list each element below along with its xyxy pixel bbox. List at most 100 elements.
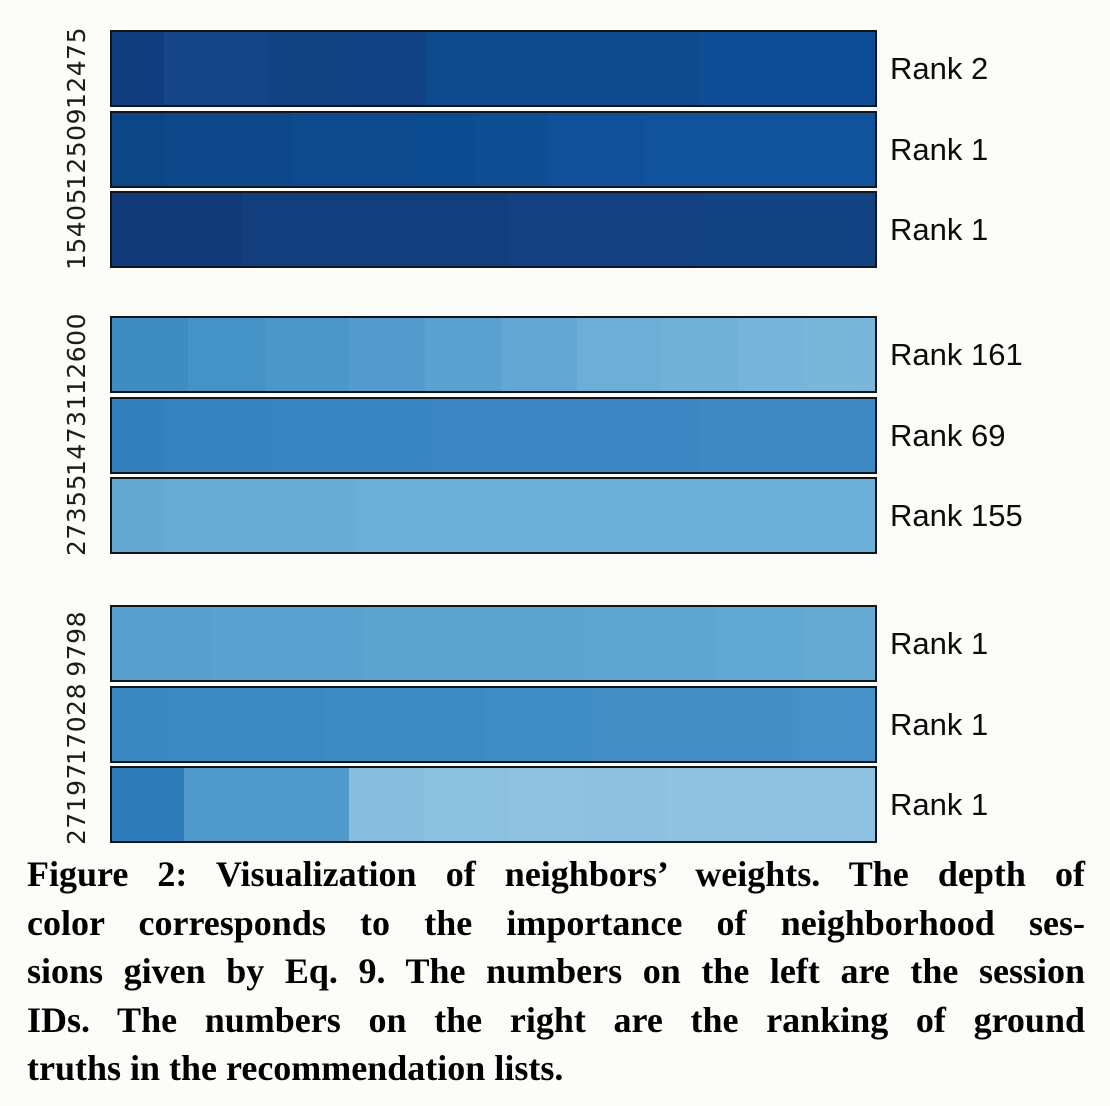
weight-segment bbox=[485, 688, 593, 761]
weight-segment bbox=[478, 113, 547, 186]
weight-segment bbox=[291, 113, 418, 186]
bar-row-9798: 9798 Rank 1 bbox=[0, 605, 1110, 682]
weight-segment bbox=[424, 768, 509, 841]
weight-segment bbox=[546, 113, 647, 186]
bar-row-27197: 27197 Rank 1 bbox=[0, 763, 1110, 846]
weight-bar bbox=[110, 605, 877, 682]
weight-segment bbox=[424, 32, 700, 105]
rank-label: Rank 1 bbox=[890, 211, 989, 247]
weight-segment bbox=[264, 318, 349, 391]
weight-segment bbox=[112, 607, 212, 680]
session-id-label: 12475 bbox=[61, 27, 91, 110]
weight-bar bbox=[110, 191, 877, 268]
bar-row-12600: 12600 Rank 161 bbox=[0, 313, 1110, 396]
session-id-label: 12509 bbox=[61, 108, 91, 191]
session-id-label: 27197 bbox=[61, 763, 91, 846]
weight-segment bbox=[668, 768, 769, 841]
weight-segment bbox=[585, 768, 669, 841]
rank-label: Rank 1 bbox=[890, 131, 989, 167]
weight-segment bbox=[417, 113, 479, 186]
weight-segment bbox=[165, 399, 273, 472]
rank-label: Rank 155 bbox=[890, 497, 1023, 533]
weight-bar bbox=[110, 477, 877, 554]
weight-bar bbox=[110, 316, 877, 393]
weight-segment bbox=[508, 193, 700, 266]
rank-label: Rank 161 bbox=[890, 336, 1023, 372]
weight-segment bbox=[432, 399, 540, 472]
weight-segment bbox=[661, 479, 875, 552]
weight-bar bbox=[110, 397, 877, 474]
weight-segment bbox=[699, 688, 799, 761]
weight-segment bbox=[806, 318, 875, 391]
weight-segment bbox=[165, 688, 326, 761]
weight-segment bbox=[508, 768, 586, 841]
bar-row-12475: 12475 Rank 2 bbox=[0, 27, 1110, 110]
weight-segment bbox=[112, 193, 242, 266]
weight-segment bbox=[268, 32, 349, 105]
weight-segment bbox=[188, 318, 265, 391]
weight-segment bbox=[165, 113, 292, 186]
weight-segment bbox=[646, 113, 875, 186]
bar-row-15405: 15405 Rank 1 bbox=[0, 188, 1110, 271]
rank-label: Rank 1 bbox=[890, 625, 989, 661]
weight-segment bbox=[661, 318, 738, 391]
weight-segment bbox=[112, 768, 185, 841]
rank-label: Rank 2 bbox=[890, 50, 989, 86]
weight-bar bbox=[110, 111, 877, 188]
weight-bar bbox=[110, 766, 877, 843]
weight-segment bbox=[585, 607, 715, 680]
weight-segment bbox=[348, 32, 425, 105]
caption-line: Figure 2: Visualization of neighbors’ we… bbox=[27, 854, 1085, 894]
bar-row-12509: 12509 Rank 1 bbox=[0, 108, 1110, 191]
weight-segment bbox=[798, 688, 875, 761]
session-id-label: 27355 bbox=[61, 474, 91, 557]
weight-segment bbox=[356, 479, 662, 552]
weight-segment bbox=[325, 688, 486, 761]
weight-segment bbox=[112, 399, 166, 472]
weight-segment bbox=[184, 768, 349, 841]
weight-segment bbox=[768, 768, 875, 841]
caption-line: truths in the recommendation lists. bbox=[27, 1048, 564, 1088]
weight-segment bbox=[577, 318, 662, 391]
weight-segment bbox=[737, 318, 807, 391]
weight-segment bbox=[699, 32, 875, 105]
bar-row-17028: 17028 Rank 1 bbox=[0, 683, 1110, 766]
weight-bar bbox=[110, 30, 877, 107]
session-id-label: 12600 bbox=[61, 313, 91, 396]
weight-segment bbox=[699, 399, 875, 472]
session-id-label: 14731 bbox=[61, 394, 91, 477]
weight-segment bbox=[112, 32, 164, 105]
weight-bar bbox=[110, 686, 877, 763]
rank-label: Rank 1 bbox=[890, 706, 989, 742]
rank-label: Rank 69 bbox=[890, 417, 1006, 453]
weight-segment bbox=[806, 607, 875, 680]
weight-segment bbox=[272, 399, 433, 472]
session-id-label: 17028 bbox=[61, 683, 91, 766]
weight-segment bbox=[539, 399, 700, 472]
weight-segment bbox=[112, 113, 166, 186]
weight-segment bbox=[112, 318, 189, 391]
weight-segment bbox=[424, 318, 502, 391]
weight-segment bbox=[211, 607, 364, 680]
figure-caption: Figure 2: Visualization of neighbors’ we… bbox=[27, 850, 1085, 1093]
weight-segment bbox=[112, 688, 166, 761]
session-id-label: 9798 bbox=[61, 610, 91, 677]
weight-segment bbox=[363, 607, 586, 680]
weight-segment bbox=[348, 318, 425, 391]
bar-row-14731: 14731 Rank 69 bbox=[0, 394, 1110, 477]
caption-line: color corresponds to the importance of n… bbox=[27, 902, 1085, 943]
weight-segment bbox=[165, 479, 357, 552]
rank-label: Rank 1 bbox=[890, 786, 989, 822]
weight-segment bbox=[163, 32, 269, 105]
caption-line: sions given by Eq. 9. The numbers on the… bbox=[27, 951, 1085, 991]
weight-segment bbox=[592, 688, 700, 761]
weight-segment bbox=[699, 193, 875, 266]
weight-segment bbox=[112, 479, 166, 552]
caption-line: IDs. The numbers on the right are the ra… bbox=[27, 999, 1085, 1040]
weight-segment bbox=[501, 318, 578, 391]
session-id-label: 15405 bbox=[61, 188, 91, 271]
weight-segment bbox=[348, 768, 425, 841]
bar-row-27355: 27355 Rank 155 bbox=[0, 474, 1110, 557]
weight-segment bbox=[714, 607, 807, 680]
